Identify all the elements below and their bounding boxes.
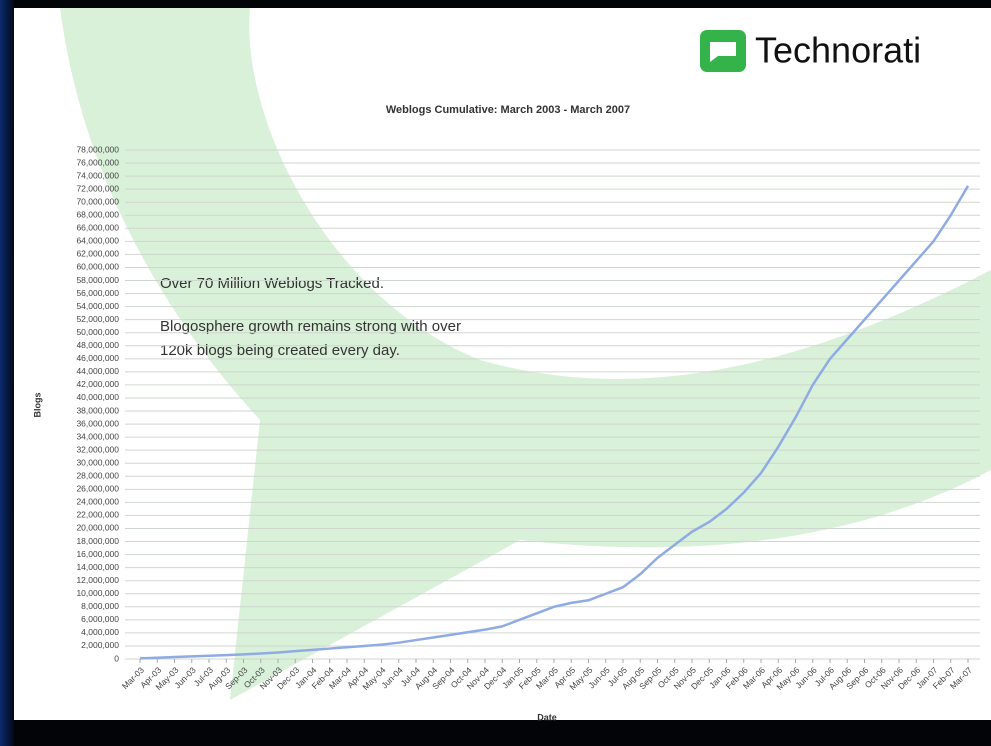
y-tick-label: 2,000,000: [81, 640, 119, 650]
y-tick-label: 30,000,000: [76, 457, 119, 467]
y-tick-label: 12,000,000: [76, 575, 119, 585]
y-tick-label: 66,000,000: [76, 223, 119, 233]
y-tick-label: 78,000,000: [76, 144, 119, 154]
y-tick-label: 6,000,000: [81, 614, 119, 624]
y-tick-label: 68,000,000: [76, 210, 119, 220]
y-tick-label: 54,000,000: [76, 301, 119, 311]
y-tick-label: 26,000,000: [76, 484, 119, 494]
y-tick-label: 0: [114, 653, 119, 663]
y-tick-label: 32,000,000: [76, 444, 119, 454]
y-tick-label: 46,000,000: [76, 353, 119, 363]
x-axis-title: Date: [537, 712, 557, 722]
y-tick-label: 58,000,000: [76, 275, 119, 285]
y-tick-label: 64,000,000: [76, 236, 119, 246]
y-tick-label: 28,000,000: [76, 471, 119, 481]
logo: Technorati: [755, 30, 921, 71]
page: Technorati Weblogs Cumulative: March 200…: [0, 0, 991, 746]
y-tick-label: 40,000,000: [76, 392, 119, 402]
chart-title: Weblogs Cumulative: March 2003 - March 2…: [386, 104, 630, 116]
y-tick-label: 56,000,000: [76, 288, 119, 298]
y-tick-label: 24,000,000: [76, 497, 119, 507]
y-tick-label: 34,000,000: [76, 431, 119, 441]
annotation: 120k blogs being created every day.: [160, 342, 400, 359]
y-tick-label: 70,000,000: [76, 196, 119, 206]
y-tick-label: 74,000,000: [76, 170, 119, 180]
y-tick-label: 10,000,000: [76, 588, 119, 598]
y-tick-label: 38,000,000: [76, 405, 119, 415]
y-tick-label: 76,000,000: [76, 157, 119, 167]
y-tick-label: 14,000,000: [76, 562, 119, 572]
y-tick-label: 48,000,000: [76, 340, 119, 350]
y-tick-label: 16,000,000: [76, 549, 119, 559]
y-tick-label: 20,000,000: [76, 523, 119, 533]
y-axis-title: Blogs: [32, 392, 42, 417]
y-tick-label: 42,000,000: [76, 379, 119, 389]
y-tick-label: 4,000,000: [81, 627, 119, 637]
y-tick-label: 18,000,000: [76, 536, 119, 546]
y-tick-label: 52,000,000: [76, 314, 119, 324]
chart: Technorati Weblogs Cumulative: March 200…: [0, 0, 991, 746]
y-tick-label: 72,000,000: [76, 183, 119, 193]
y-tick-label: 22,000,000: [76, 510, 119, 520]
annotation: Over 70 Million Weblogs Tracked.: [160, 275, 384, 292]
backdrop-edge: [0, 0, 14, 746]
y-tick-label: 60,000,000: [76, 262, 119, 272]
y-tick-label: 50,000,000: [76, 327, 119, 337]
y-tick-label: 62,000,000: [76, 249, 119, 259]
y-tick-label: 36,000,000: [76, 418, 119, 428]
y-tick-label: 8,000,000: [81, 601, 119, 611]
y-tick-label: 44,000,000: [76, 366, 119, 376]
